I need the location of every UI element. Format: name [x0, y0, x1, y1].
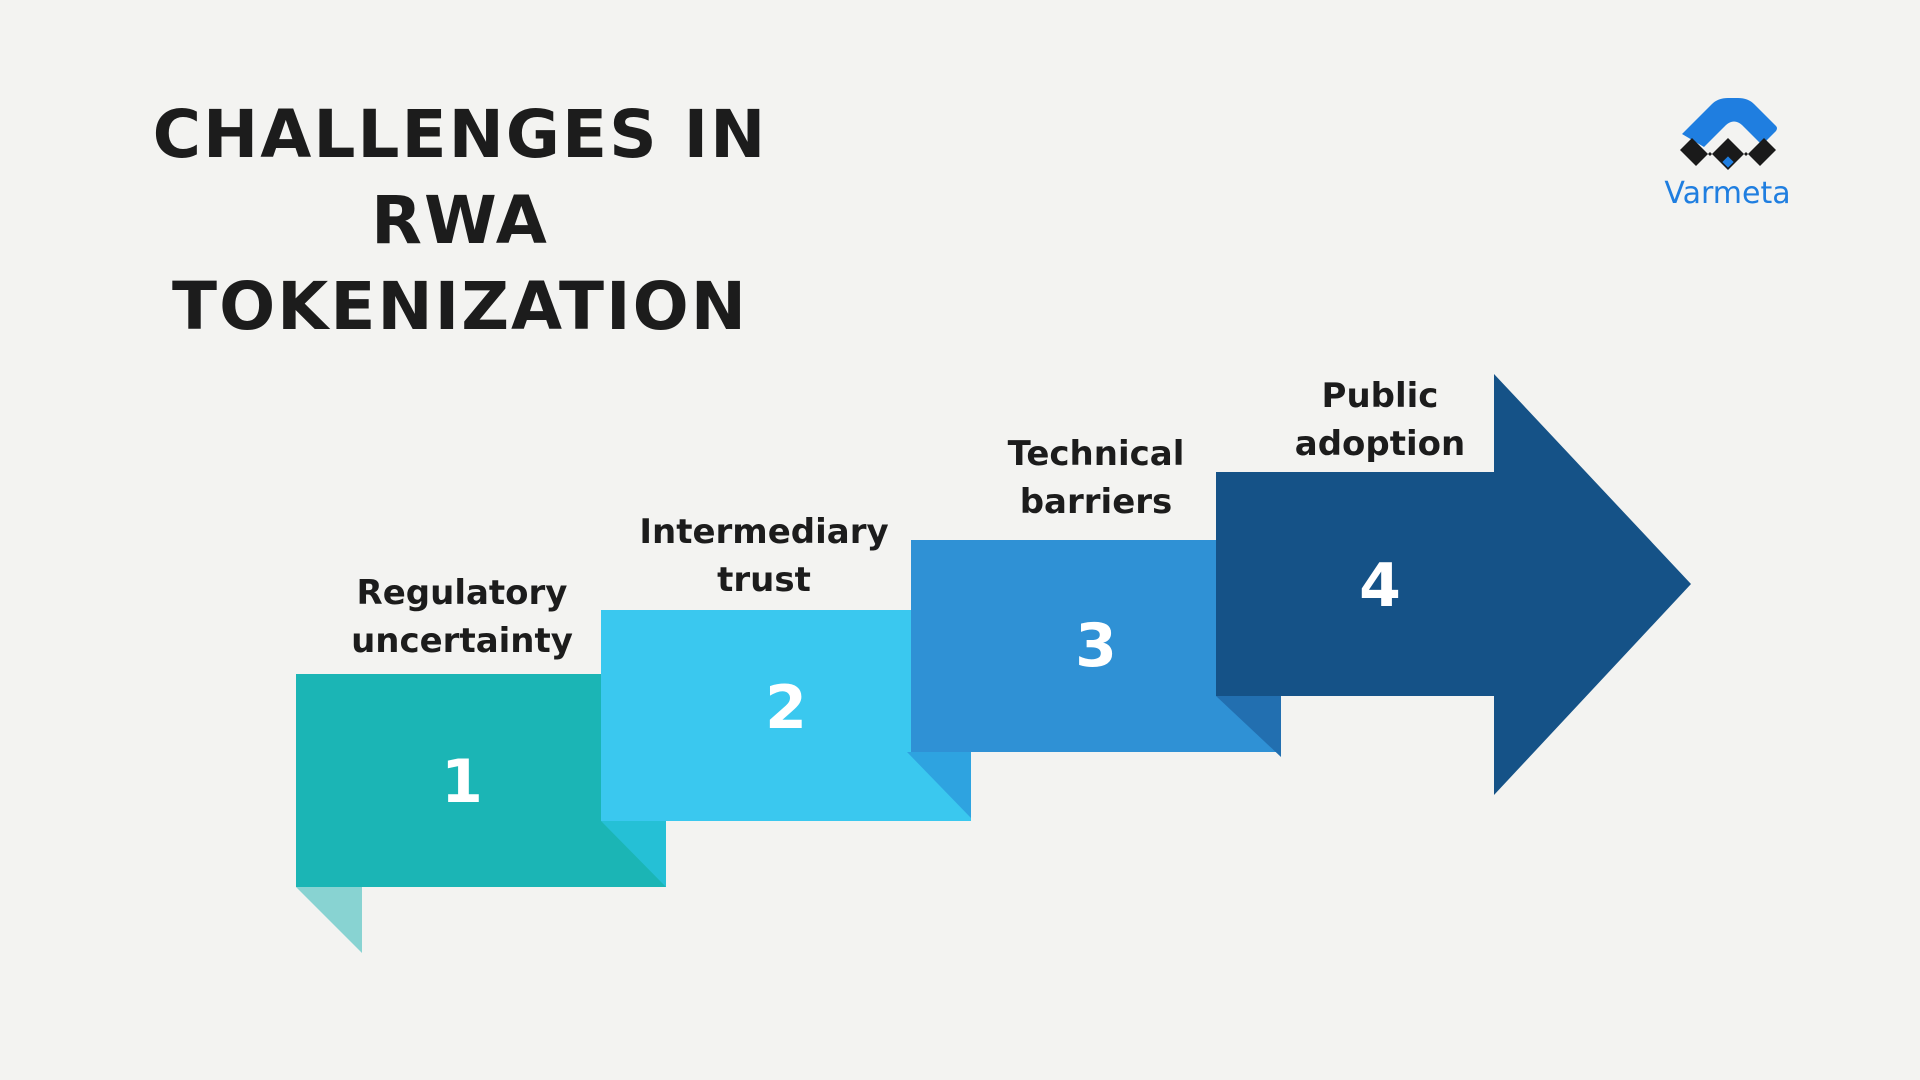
brand-logo: Varmeta	[1650, 98, 1805, 218]
step-3-fold	[907, 752, 971, 818]
step-2-block	[601, 610, 971, 821]
step-1-label-line-2: uncertainty	[351, 621, 573, 661]
step-2-label-line-1: Intermediary	[639, 512, 888, 552]
step-3-number: 3	[1075, 611, 1117, 681]
step-3-label-line-2: barriers	[1020, 482, 1173, 522]
step-4-arrow	[1216, 374, 1691, 795]
step-4-fold	[1216, 696, 1281, 757]
page-title: CHALLENGES IN RWA TOKENIZATION	[60, 92, 860, 350]
step-2-number: 2	[765, 673, 807, 743]
logo-text: Varmeta	[1664, 176, 1791, 211]
step-1-fold	[296, 887, 362, 953]
step-1-number: 1	[441, 747, 483, 817]
step-3-label-line-1: Technical	[1008, 434, 1185, 474]
step-1-label-line-1: Regulatory	[357, 573, 568, 613]
step-4-label-line-2: adoption	[1295, 424, 1465, 464]
varmeta-logo-icon	[1679, 98, 1777, 170]
step-4-number: 4	[1359, 551, 1401, 621]
step-4: 4 Public adoption	[1216, 374, 1691, 795]
title-line-2: TOKENIZATION	[172, 268, 748, 345]
step-4-label-line-1: Public	[1322, 376, 1439, 416]
step-2-fold	[601, 821, 666, 887]
step-2-label-line-2: trust	[717, 560, 811, 600]
title-line-1: CHALLENGES IN RWA	[152, 96, 768, 259]
step-2: 2 Intermediary trust	[601, 512, 971, 887]
